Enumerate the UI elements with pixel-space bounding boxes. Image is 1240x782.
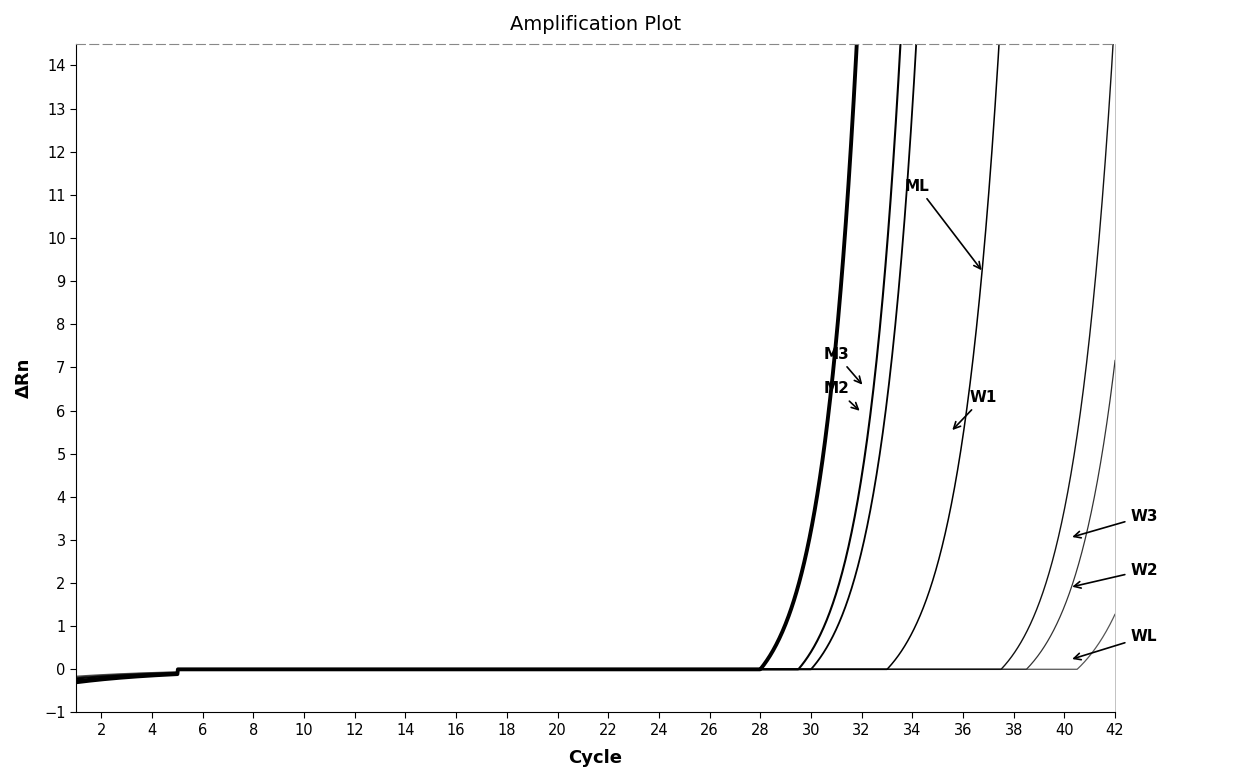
Text: WL: WL	[1074, 630, 1157, 660]
Text: W3: W3	[1074, 509, 1158, 538]
X-axis label: Cycle: Cycle	[569, 749, 622, 767]
Text: W1: W1	[954, 390, 997, 429]
Text: M3: M3	[823, 347, 862, 383]
Text: ML: ML	[905, 179, 981, 269]
Y-axis label: ΔRn: ΔRn	[15, 358, 33, 398]
Text: M2: M2	[823, 382, 858, 410]
Text: W2: W2	[1074, 562, 1158, 588]
Title: Amplification Plot: Amplification Plot	[510, 15, 681, 34]
